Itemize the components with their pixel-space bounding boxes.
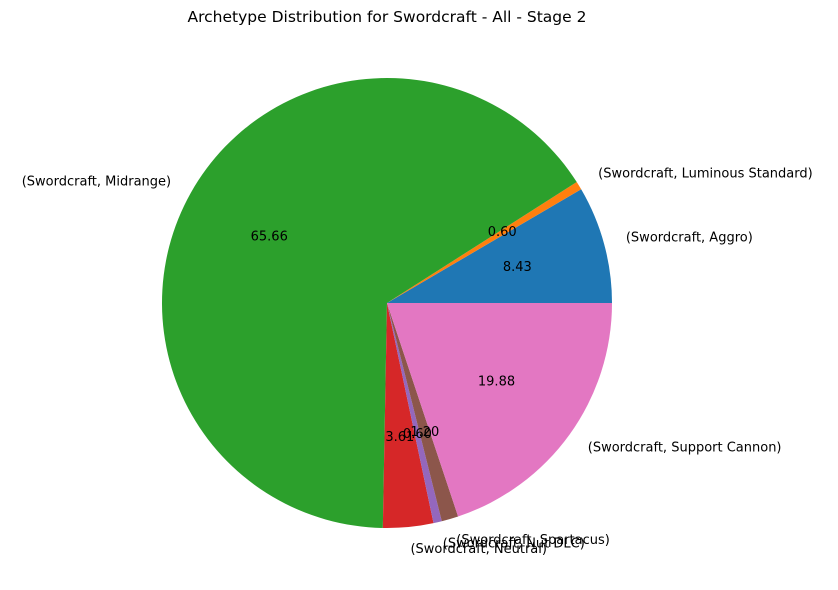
slice-label: (Swordcraft, Neutral) — [410, 542, 547, 557]
slice-label: (Swordcraft, Aggro) — [626, 231, 753, 246]
slice-label: (Swordcraft, Luminous Standard) — [598, 166, 813, 181]
slice-label: (Swordcraft, Spartacus) — [456, 533, 610, 548]
slice-value-label: 8.43 — [503, 260, 532, 275]
slice-label: (Swordcraft, Support Cannon) — [588, 440, 782, 455]
slice-label: (Swordcraft, Midrange) — [22, 174, 171, 189]
slice-value-label: 19.88 — [478, 374, 515, 389]
pie-slices — [161, 77, 612, 528]
slice-value-label: 1.20 — [410, 425, 439, 440]
pie-slice — [161, 77, 577, 528]
slice-value-label: 0.60 — [403, 427, 432, 442]
pie-slice — [387, 303, 612, 517]
slice-value-label: 65.66 — [251, 229, 288, 244]
pie-slice — [387, 189, 612, 303]
chart-title: Archetype Distribution for Swordcraft - … — [187, 8, 587, 26]
slice-value-label: 3.61 — [385, 430, 414, 445]
pie-slice — [387, 303, 442, 524]
slice-value-label: 0.60 — [488, 225, 517, 240]
pie-slice — [382, 303, 434, 528]
slice-label: (Swordcraft, Nut DLC) — [443, 537, 585, 552]
slice-labels: (Swordcraft, Aggro) (Swordcraft, Luminous… — [22, 166, 813, 556]
pie-slice — [387, 303, 459, 522]
pie-slice — [387, 182, 582, 303]
